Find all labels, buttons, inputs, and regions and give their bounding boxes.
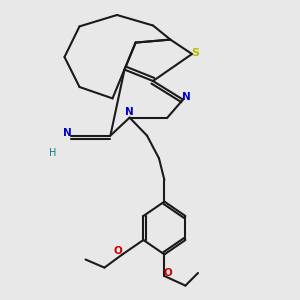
Text: O: O — [163, 268, 172, 278]
Text: N: N — [62, 128, 71, 138]
Text: H: H — [49, 148, 56, 158]
Text: N: N — [182, 92, 191, 102]
Text: N: N — [124, 107, 134, 117]
Text: O: O — [113, 246, 122, 256]
Text: S: S — [191, 47, 199, 58]
